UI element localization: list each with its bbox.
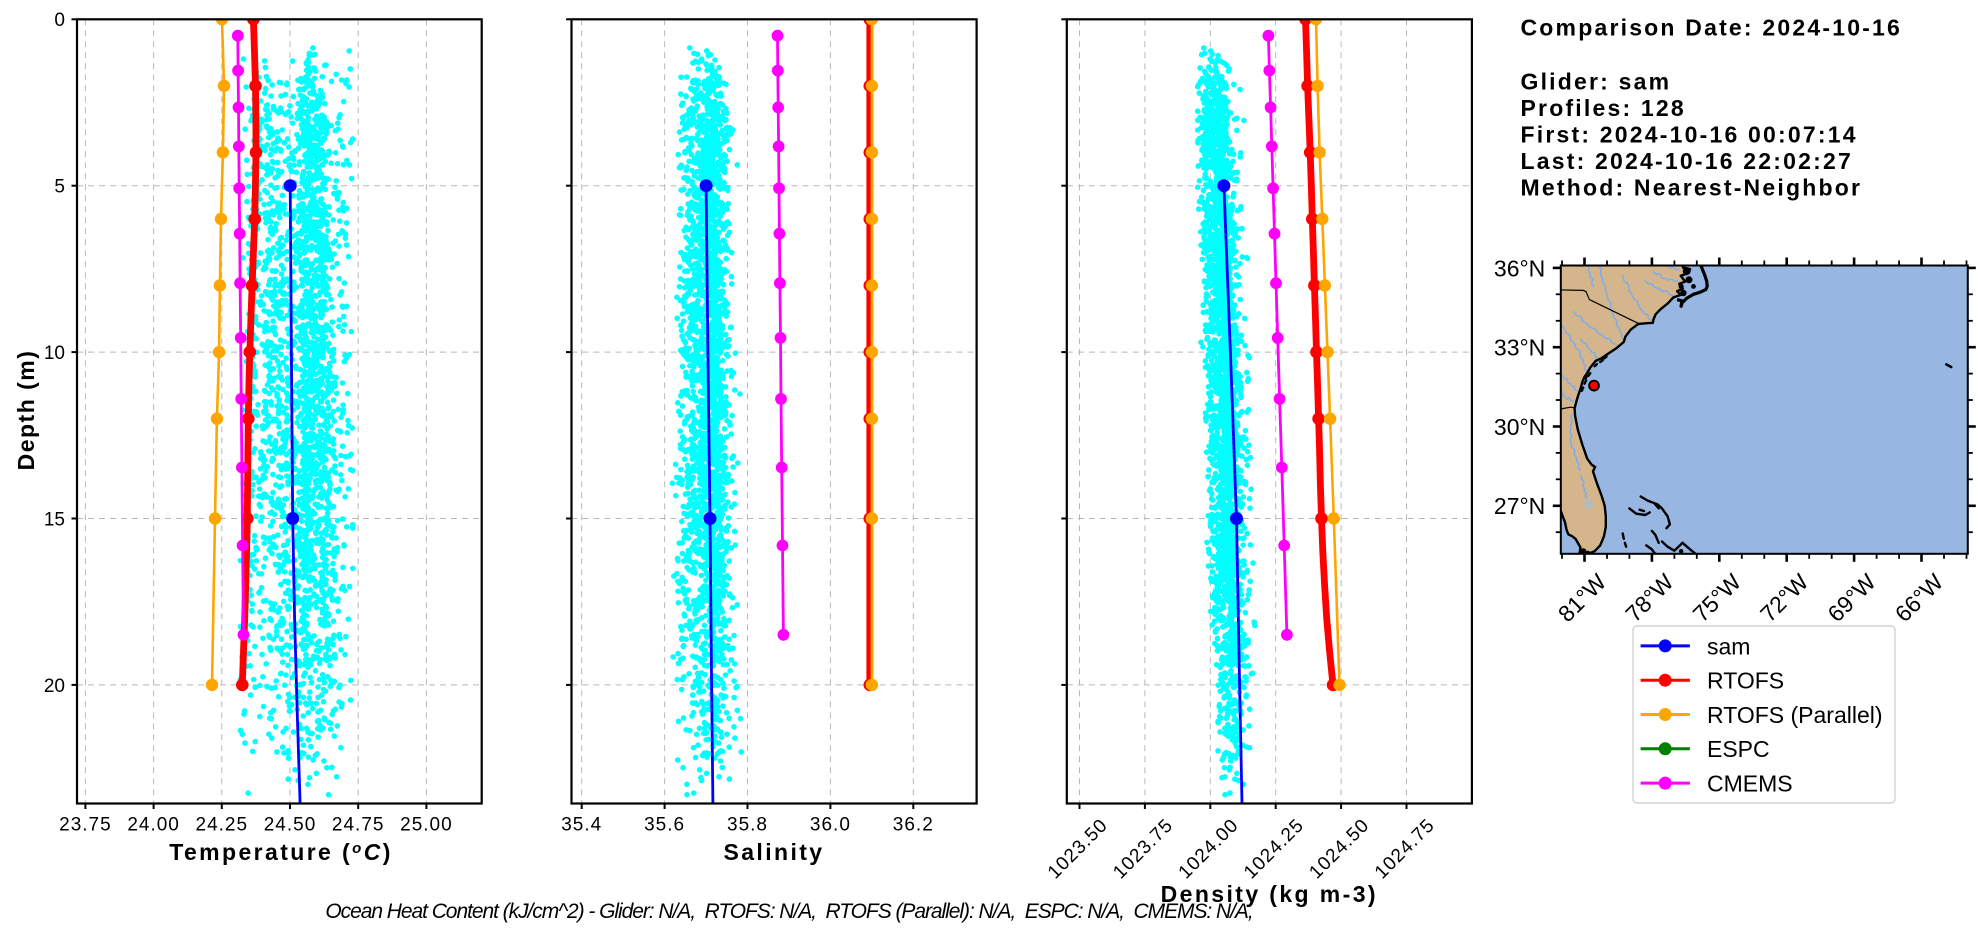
svg-text:27°N: 27°N (1494, 493, 1545, 519)
svg-text:sam: sam (1707, 633, 1750, 659)
svg-text:35.6: 35.6 (644, 815, 685, 836)
svg-text:35.8: 35.8 (727, 815, 768, 836)
svg-text:23.75: 23.75 (59, 815, 112, 836)
svg-text:Density (kg m-3): Density (kg m-3) (1161, 881, 1378, 907)
svg-text:20: 20 (44, 676, 65, 697)
svg-text:10: 10 (44, 343, 65, 364)
svg-text:RTOFS (Parallel): RTOFS (Parallel) (1707, 702, 1883, 728)
svg-text:36.2: 36.2 (893, 815, 934, 836)
svg-text:Last: 2024-10-16 22:02:27: Last: 2024-10-16 22:02:27 (1521, 148, 1853, 174)
svg-text:Salinity: Salinity (723, 839, 824, 865)
svg-text:25.00: 25.00 (400, 815, 453, 836)
svg-text:33°N: 33°N (1494, 335, 1545, 361)
svg-text:Ocean Heat Content (kJ/cm^2) -: Ocean Heat Content (kJ/cm^2) - Glider: N… (325, 900, 1252, 923)
svg-text:Method: Nearest-Neighbor: Method: Nearest-Neighbor (1521, 174, 1863, 200)
svg-text:5: 5 (54, 177, 65, 198)
svg-text:30°N: 30°N (1494, 414, 1545, 440)
svg-text:Depth (m): Depth (m) (13, 350, 39, 471)
svg-text:First: 2024-10-16 00:07:14: First: 2024-10-16 00:07:14 (1521, 121, 1858, 147)
svg-text:24.75: 24.75 (332, 815, 385, 836)
svg-text:24.25: 24.25 (196, 815, 249, 836)
svg-text:24.50: 24.50 (264, 815, 317, 836)
svg-text:15: 15 (44, 509, 65, 530)
svg-text:24.00: 24.00 (127, 815, 180, 836)
svg-text:36°N: 36°N (1494, 255, 1545, 281)
svg-text:ESPC: ESPC (1707, 736, 1770, 762)
svg-text:36.0: 36.0 (810, 815, 851, 836)
svg-text:Comparison Date: 2024-10-16: Comparison Date: 2024-10-16 (1521, 14, 1903, 40)
svg-text:Profiles: 128: Profiles: 128 (1521, 95, 1686, 121)
svg-text:35.4: 35.4 (561, 815, 602, 836)
svg-text:RTOFS: RTOFS (1707, 668, 1784, 694)
svg-text:Glider: sam: Glider: sam (1521, 68, 1672, 94)
svg-text:CMEMS: CMEMS (1707, 771, 1793, 797)
svg-text:0: 0 (54, 10, 65, 31)
